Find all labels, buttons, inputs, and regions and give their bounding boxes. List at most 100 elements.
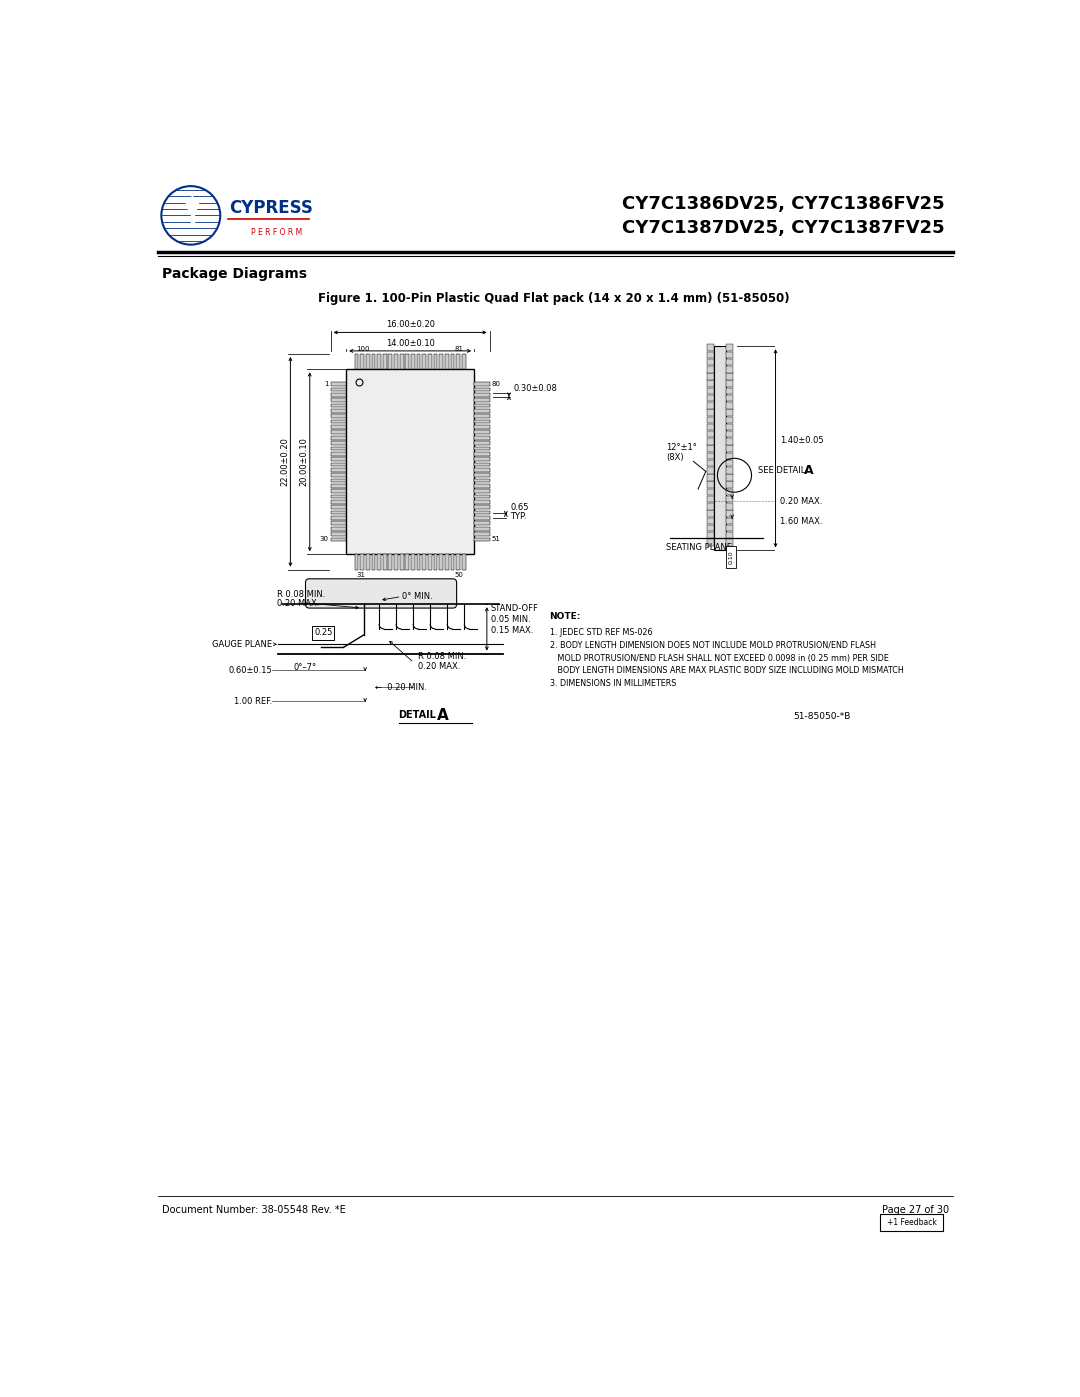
- Text: 0.20 MAX.: 0.20 MAX.: [418, 662, 460, 671]
- Text: 0.65: 0.65: [511, 503, 529, 513]
- Text: 2. BODY LENGTH DIMENSION DOES NOT INCLUDE MOLD PROTRUSION/END FLASH: 2. BODY LENGTH DIMENSION DOES NOT INCLUD…: [550, 641, 876, 650]
- Text: 51-85050-*B: 51-85050-*B: [794, 712, 851, 721]
- Bar: [707, 446, 714, 451]
- Text: 14.00±0.10: 14.00±0.10: [386, 339, 434, 348]
- Bar: [474, 409, 489, 412]
- Bar: [726, 430, 733, 437]
- Bar: [330, 527, 347, 531]
- Text: 16.00±0.20: 16.00±0.20: [386, 320, 434, 330]
- Bar: [726, 474, 733, 481]
- Bar: [707, 409, 714, 416]
- Bar: [726, 539, 733, 546]
- Bar: [330, 532, 347, 536]
- Text: 0° MIN.: 0° MIN.: [403, 592, 433, 601]
- Text: 1: 1: [324, 381, 328, 387]
- Bar: [707, 503, 714, 510]
- Bar: [707, 402, 714, 408]
- Bar: [726, 387, 733, 394]
- Bar: [330, 393, 347, 397]
- Bar: [707, 359, 714, 366]
- Bar: [330, 383, 347, 386]
- Bar: [330, 515, 347, 520]
- Bar: [474, 441, 489, 444]
- Bar: [457, 555, 460, 570]
- Text: 0.20 MAX.: 0.20 MAX.: [780, 497, 823, 506]
- Bar: [347, 369, 474, 555]
- Bar: [726, 359, 733, 366]
- Bar: [726, 510, 733, 517]
- Text: 0°–7°: 0°–7°: [294, 662, 318, 672]
- Bar: [428, 555, 432, 570]
- Bar: [726, 446, 733, 451]
- Text: 30: 30: [320, 536, 328, 542]
- Bar: [474, 447, 489, 450]
- Bar: [726, 460, 733, 467]
- Bar: [474, 538, 489, 541]
- Bar: [714, 346, 726, 550]
- Text: TYP.: TYP.: [511, 511, 527, 521]
- Text: Figure 1. 100-Pin Plastic Quad Flat pack (14 x 20 x 1.4 mm) (51-85050): Figure 1. 100-Pin Plastic Quad Flat pack…: [318, 292, 789, 306]
- Text: MOLD PROTRUSION/END FLASH SHALL NOT EXCEED 0.0098 in (0.25 mm) PER SIDE: MOLD PROTRUSION/END FLASH SHALL NOT EXCE…: [550, 654, 889, 662]
- Text: Package Diagrams: Package Diagrams: [162, 267, 307, 281]
- Bar: [707, 423, 714, 430]
- Text: SEATING PLANE: SEATING PLANE: [666, 543, 732, 552]
- Bar: [707, 474, 714, 481]
- Bar: [330, 468, 347, 472]
- Bar: [377, 353, 381, 369]
- Bar: [707, 373, 714, 380]
- Bar: [707, 439, 714, 444]
- Bar: [707, 344, 714, 351]
- Text: 0.30±0.08: 0.30±0.08: [514, 384, 557, 393]
- Bar: [474, 511, 489, 514]
- Bar: [330, 462, 347, 467]
- Text: A: A: [805, 464, 814, 478]
- Bar: [707, 496, 714, 503]
- Bar: [726, 439, 733, 444]
- Text: CYPRESS: CYPRESS: [230, 200, 313, 218]
- Bar: [474, 521, 489, 525]
- Bar: [726, 467, 733, 474]
- Bar: [474, 489, 489, 493]
- Text: R 0.08 MIN.: R 0.08 MIN.: [276, 590, 325, 599]
- Text: STAND-OFF: STAND-OFF: [490, 605, 539, 613]
- Bar: [474, 393, 489, 397]
- Text: SEE DETAIL: SEE DETAIL: [758, 467, 805, 475]
- Bar: [474, 398, 489, 402]
- Bar: [366, 353, 369, 369]
- Bar: [389, 555, 392, 570]
- Polygon shape: [191, 212, 194, 225]
- Bar: [474, 415, 489, 418]
- Bar: [726, 366, 733, 373]
- Bar: [474, 468, 489, 472]
- Text: 51: 51: [491, 536, 501, 542]
- Bar: [434, 353, 437, 369]
- Bar: [450, 555, 455, 570]
- Bar: [330, 415, 347, 418]
- Bar: [726, 416, 733, 423]
- Bar: [707, 416, 714, 423]
- Bar: [726, 423, 733, 430]
- Bar: [474, 527, 489, 531]
- Text: 80: 80: [491, 381, 501, 387]
- Bar: [417, 555, 420, 570]
- Text: NOTE:: NOTE:: [550, 612, 581, 620]
- Bar: [450, 353, 455, 369]
- Bar: [474, 457, 489, 461]
- Bar: [400, 353, 404, 369]
- Bar: [474, 495, 489, 499]
- Bar: [417, 353, 420, 369]
- Bar: [330, 474, 347, 476]
- Bar: [422, 555, 427, 570]
- Bar: [707, 489, 714, 495]
- Bar: [372, 555, 375, 570]
- Bar: [434, 555, 437, 570]
- Bar: [400, 555, 404, 570]
- Bar: [726, 402, 733, 408]
- Bar: [726, 380, 733, 387]
- Bar: [330, 404, 347, 408]
- Bar: [474, 388, 489, 391]
- Text: CY7C1387DV25, CY7C1387FV25: CY7C1387DV25, CY7C1387FV25: [622, 219, 945, 237]
- Bar: [361, 555, 364, 570]
- Bar: [707, 467, 714, 474]
- Bar: [726, 496, 733, 503]
